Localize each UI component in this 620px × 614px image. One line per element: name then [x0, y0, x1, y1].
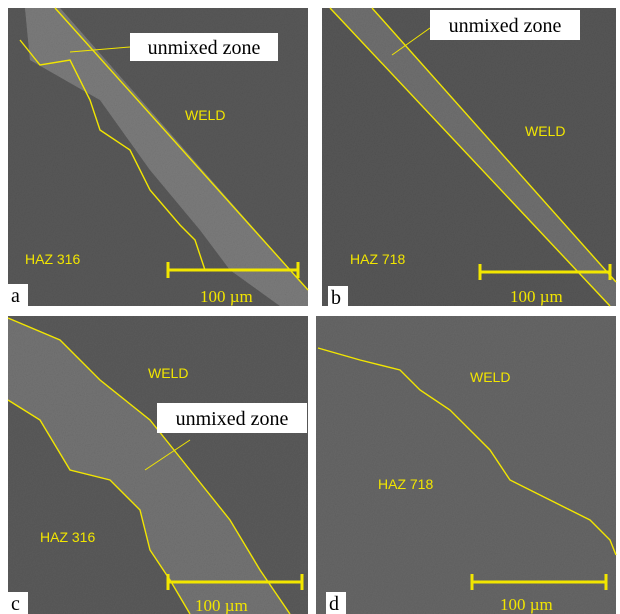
scale-label: 100 µm: [200, 287, 253, 306]
panel-label: d: [329, 593, 339, 614]
panel-a: unmixed zone WELD HAZ 316 100 µm a: [8, 8, 308, 307]
callout: unmixed zone: [176, 408, 289, 430]
zone-label: HAZ 718: [378, 476, 433, 492]
panel-label: c: [11, 593, 20, 614]
zone-label: WELD: [525, 123, 565, 139]
zone-label: HAZ 316: [25, 251, 80, 267]
scale-label: 100 µm: [500, 595, 553, 614]
callout: unmixed zone: [148, 37, 261, 59]
zone-label: HAZ 316: [40, 529, 95, 545]
zone-label: HAZ 718: [350, 251, 405, 267]
panel-label: a: [11, 285, 20, 307]
zone-label: WELD: [148, 365, 188, 381]
panel-b: unmixed zone WELD HAZ 718 100 µm b: [322, 8, 616, 309]
scale-label: 100 µm: [195, 596, 248, 614]
zone-label: WELD: [185, 107, 225, 123]
panel-c: unmixed zone WELD HAZ 316 100 µm c: [8, 316, 308, 614]
zone-label: WELD: [470, 369, 510, 385]
panel-label: b: [331, 287, 341, 309]
callout: unmixed zone: [449, 15, 562, 37]
figure: unmixed zone WELD HAZ 316 100 µm a unmix…: [0, 0, 620, 614]
panel-d: WELD HAZ 718 100 µm d: [316, 316, 616, 614]
scale-label: 100 µm: [510, 287, 563, 306]
